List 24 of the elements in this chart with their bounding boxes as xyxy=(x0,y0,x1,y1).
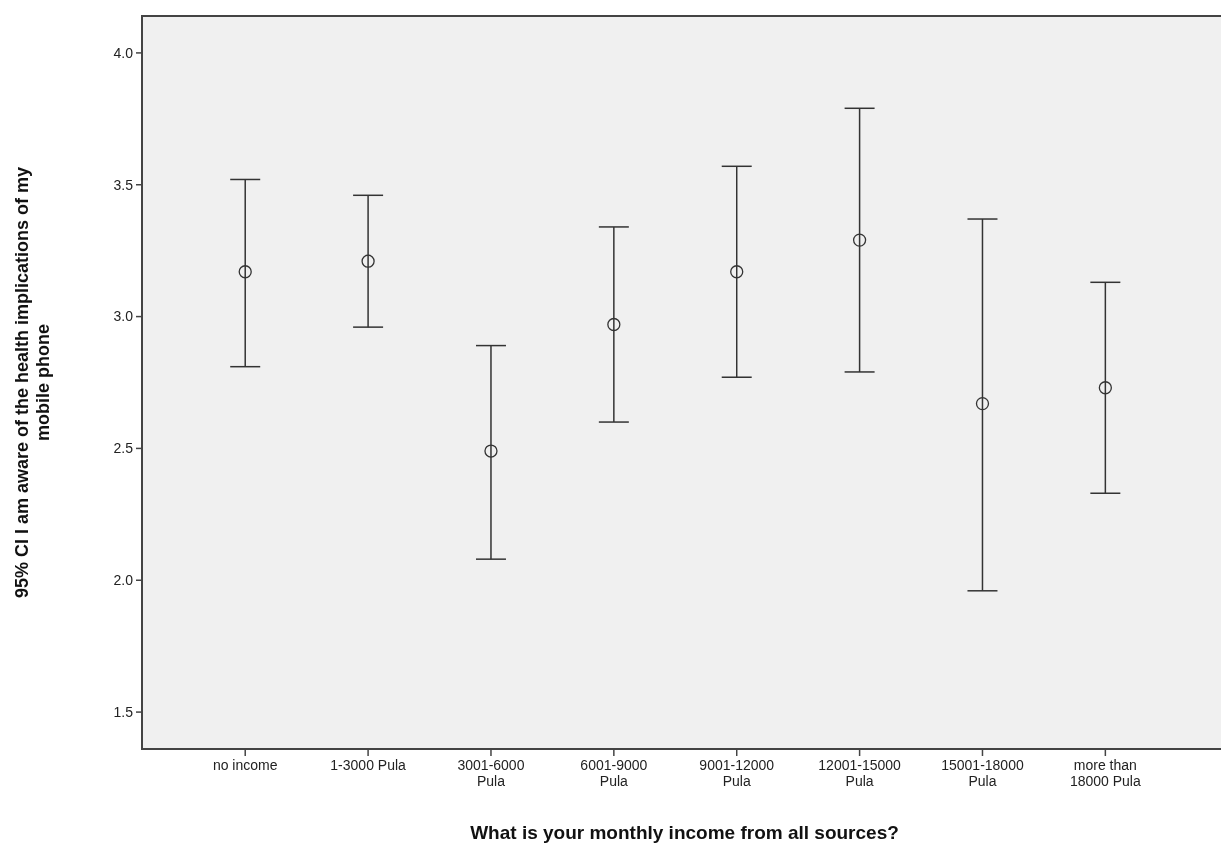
x-tick-label: 12001-15000 Pula xyxy=(818,757,902,789)
x-tick-label: 9001-12000 Pula xyxy=(699,757,775,789)
point xyxy=(730,265,744,279)
x-tick-label: more than 18000 Pula xyxy=(1069,757,1141,789)
x-tick-label: 15001-18000 Pula xyxy=(941,757,1024,789)
point xyxy=(238,265,252,279)
point xyxy=(975,396,990,411)
x-axis-title: What is your monthly income from all sources? xyxy=(470,822,899,843)
point xyxy=(361,254,375,268)
y-tick-label: 3.0 xyxy=(113,308,134,325)
x-tick-label: 1-3000 Pula xyxy=(330,757,407,773)
y-tick-label: 3.5 xyxy=(113,176,134,193)
x-tick-label: no income xyxy=(212,757,278,773)
point xyxy=(484,444,498,458)
x-tick-label: 3001-6000 Pula xyxy=(457,757,525,789)
y-tick-label: 4.0 xyxy=(113,44,134,61)
point xyxy=(852,233,867,247)
y-tick-label: 2.5 xyxy=(113,440,134,457)
y-tick-label: 1.5 xyxy=(113,703,134,720)
point xyxy=(607,317,621,332)
y-axis-title: 95% CI I am aware of the health implications of my mobile phone xyxy=(12,166,53,599)
y-tick-label: 2.0 xyxy=(113,572,134,589)
x-tick-label: 6001-9000 Pula xyxy=(580,757,648,789)
point xyxy=(1098,381,1112,395)
